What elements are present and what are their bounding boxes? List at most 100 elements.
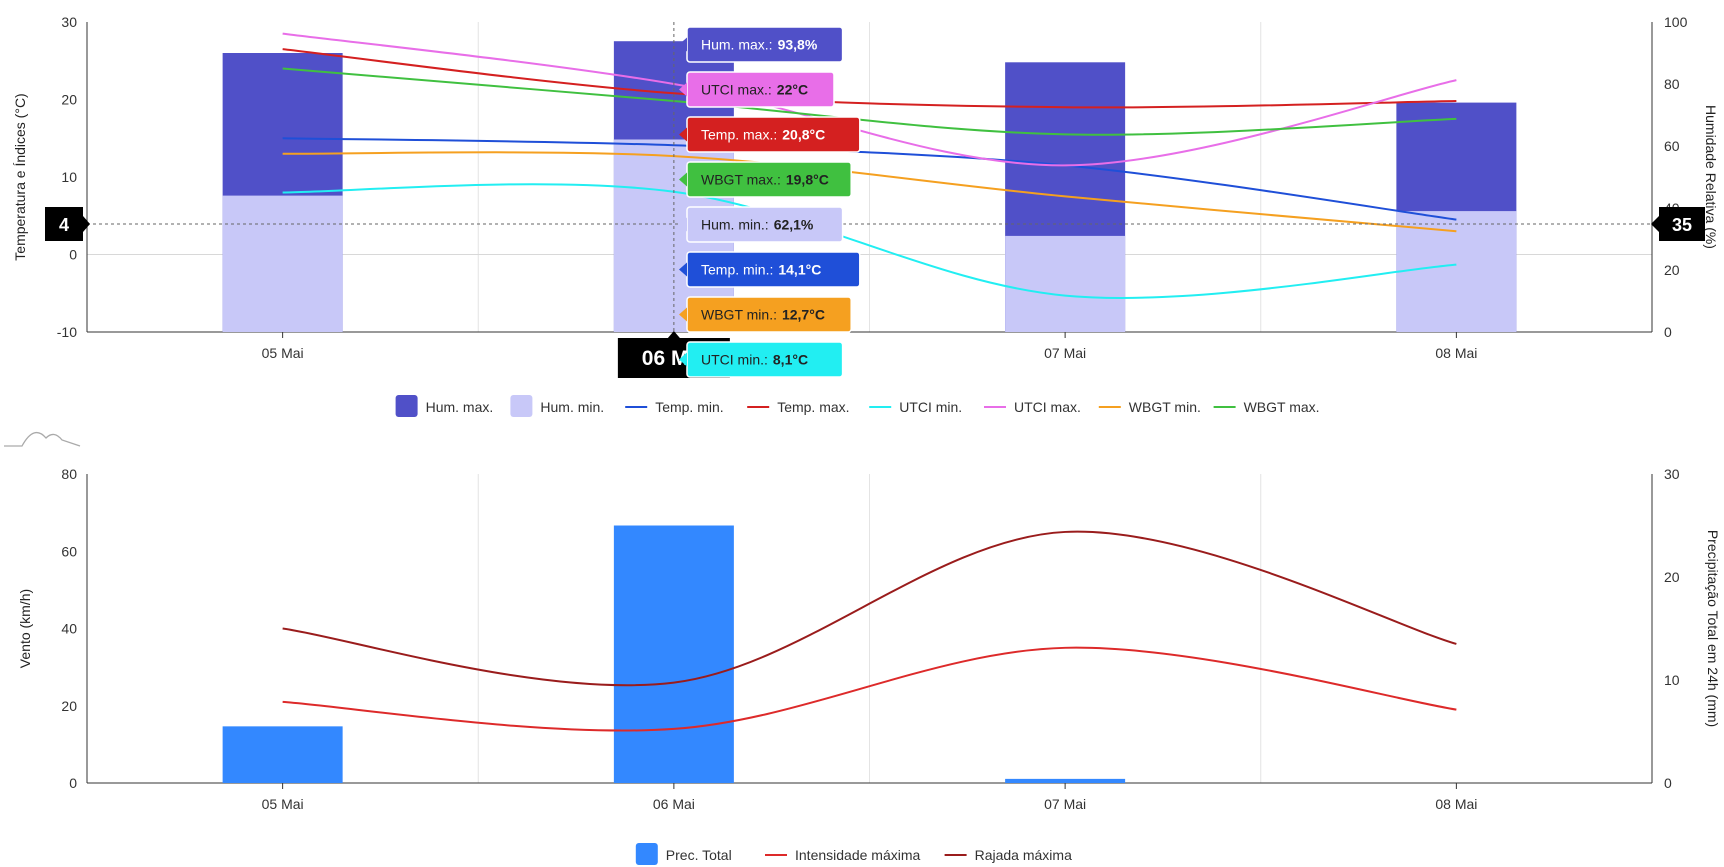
tooltip-text: Temp. min.: 14,1°C xyxy=(701,262,821,278)
y-right-tick-label: 30 xyxy=(1664,466,1680,482)
legend-item[interactable]: UTCI min. xyxy=(869,399,962,415)
tooltip-item: UTCI min.: 8,1°C xyxy=(679,341,844,378)
legend-label: Prec. Total xyxy=(666,847,732,863)
bar-hum-min-[interactable] xyxy=(222,195,343,332)
bar-hum-min-[interactable] xyxy=(1005,235,1126,332)
y-right-tick-label: 100 xyxy=(1664,14,1688,30)
tooltip-label: WBGT min.: xyxy=(701,307,777,323)
tooltip-item: WBGT min.: 12,7°C xyxy=(679,296,852,333)
y-axis-right-title: Precipitação Total em 24h (mm) xyxy=(1705,530,1721,727)
tooltip-text: WBGT min.: 12,7°C xyxy=(701,307,825,323)
legend-item[interactable]: Temp. min. xyxy=(625,399,724,415)
legend-label: Hum. min. xyxy=(540,399,604,415)
bar-prec-total[interactable] xyxy=(222,726,343,783)
tooltip-text: Hum. max.: 93,8% xyxy=(701,37,818,53)
tooltip-item: Temp. max.: 20,8°C xyxy=(679,116,861,153)
legend-swatch xyxy=(395,395,418,417)
crosshair-right-label-bg xyxy=(1659,207,1705,241)
crosshair-x-label-pointer xyxy=(667,331,680,338)
y-axis-left-title: Temperatura e Índices (°C) xyxy=(12,93,28,260)
y-left-tick-label: -10 xyxy=(57,324,77,340)
y-left-tick-label: 30 xyxy=(61,14,77,30)
y-right-tick-label: 20 xyxy=(1664,569,1680,585)
legend-label: UTCI min. xyxy=(899,399,962,415)
line-wbgt-min-[interactable] xyxy=(282,151,1457,233)
x-tick-label: 06 Mai xyxy=(653,796,695,812)
crosshair-right-label: 35 xyxy=(1672,215,1692,235)
line-temp-max-[interactable] xyxy=(282,48,1457,109)
tooltip-label: Temp. min.: xyxy=(701,262,773,278)
x-tick-label: 05 Mai xyxy=(262,796,304,812)
y-left-tick-label: 20 xyxy=(61,92,77,108)
tooltip-text: UTCI max.: 22°C xyxy=(701,82,808,98)
legend-item[interactable]: UTCI max. xyxy=(984,399,1081,415)
tooltip-label: Hum. min.: xyxy=(701,217,769,233)
y-right-tick-label: 60 xyxy=(1664,138,1680,154)
y-left-tick-label: 0 xyxy=(69,247,77,263)
legend-item[interactable]: Hum. max. xyxy=(395,395,494,417)
y-axis-left-title: Vento (km/h) xyxy=(17,589,33,668)
legend-item[interactable]: Temp. max. xyxy=(747,399,850,415)
tooltip-label: Hum. max.: xyxy=(701,37,773,53)
tooltip-text: UTCI min.: 8,1°C xyxy=(701,352,808,368)
legend-label: Temp. min. xyxy=(655,399,723,415)
y-left-tick-label: 80 xyxy=(61,466,77,482)
tooltip-value: 62,1% xyxy=(774,217,814,233)
legend-item[interactable]: Prec. Total xyxy=(635,843,732,865)
tooltip-value: 8,1°C xyxy=(773,352,808,368)
y-right-tick-label: 0 xyxy=(1664,775,1672,791)
legend-item[interactable]: WBGT min. xyxy=(1098,399,1201,415)
tooltip-pointer xyxy=(679,37,687,52)
tooltip-value: 22°C xyxy=(777,82,808,98)
bar-hum-min-[interactable] xyxy=(1396,211,1517,332)
x-tick-label: 08 Mai xyxy=(1435,345,1477,361)
tooltip-pointer xyxy=(679,127,687,142)
legend-label: Rajada máxima xyxy=(975,847,1072,863)
y-axis-right-title: Humidade Relativa (%) xyxy=(1703,105,1719,249)
tooltip-value: 20,8°C xyxy=(782,127,825,143)
y-right-tick-label: 80 xyxy=(1664,76,1680,92)
legend-label: UTCI max. xyxy=(1014,399,1081,415)
legend-item[interactable]: WBGT max. xyxy=(1213,399,1320,415)
line-temp-min-[interactable] xyxy=(282,137,1457,221)
tooltip-pointer xyxy=(679,82,687,97)
mountain-icon xyxy=(4,431,81,447)
legend-item[interactable]: Intensidade máxima xyxy=(765,847,921,863)
tooltip-item: Temp. min.: 14,1°C xyxy=(679,251,861,288)
crosshair-left-label: 4 xyxy=(59,215,69,235)
tooltip-pointer xyxy=(679,307,687,322)
legend-swatch xyxy=(510,395,533,417)
tooltip-pointer xyxy=(679,352,687,367)
chart-panel-2: 80 60 40 20 0 30 20 10 0 Vento (km/h) Precipitação… xyxy=(17,466,1721,865)
line-wbgt-max-[interactable] xyxy=(282,67,1457,136)
line-rajada-m-xima[interactable] xyxy=(282,530,1457,687)
x-tick-label: 05 Mai xyxy=(262,345,304,361)
tooltip-text: Temp. max.: 20,8°C xyxy=(701,127,825,143)
tooltip-pointer xyxy=(679,172,687,187)
legend-item[interactable]: Rajada máxima xyxy=(944,847,1072,863)
bar-prec-total[interactable] xyxy=(613,525,734,784)
tooltip-label: UTCI max.: xyxy=(701,82,772,98)
line-intensidade-m-xima[interactable] xyxy=(282,646,1457,732)
y-left-tick-label: 20 xyxy=(61,698,77,714)
legend-swatch xyxy=(635,843,658,865)
legend-label: WBGT min. xyxy=(1129,399,1201,415)
legend-item[interactable]: Hum. min. xyxy=(510,395,604,417)
x-tick-label: 08 Mai xyxy=(1435,796,1477,812)
tooltip-item: WBGT max.: 19,8°C xyxy=(679,161,852,198)
x-tick-label: 07 Mai xyxy=(1044,345,1086,361)
line-utci-max-[interactable] xyxy=(282,32,1457,167)
y-left-tick-label: 0 xyxy=(69,775,77,791)
x-tick-label: 07 Mai xyxy=(1044,796,1086,812)
tooltip-label: WBGT max.: xyxy=(701,172,781,188)
line-utci-min-[interactable] xyxy=(282,183,1457,299)
y-left-tick-label: 40 xyxy=(61,621,77,637)
y-left-tick-label: 60 xyxy=(61,543,77,559)
tooltip-value: 19,8°C xyxy=(786,172,829,188)
bar-prec-total[interactable] xyxy=(1005,778,1126,783)
tooltip-item: Hum. max.: 93,8% xyxy=(679,26,844,63)
legend-label: Temp. max. xyxy=(777,399,849,415)
tooltip-label: Temp. max.: xyxy=(701,127,777,143)
y-right-tick-label: 0 xyxy=(1664,324,1672,340)
